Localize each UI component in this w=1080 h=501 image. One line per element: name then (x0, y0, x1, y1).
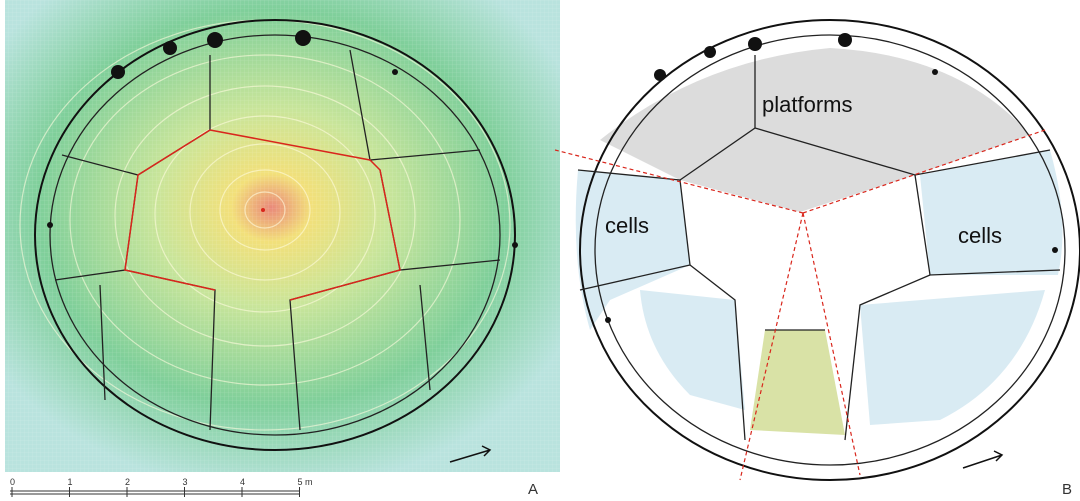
grid-texture (5, 0, 560, 472)
region-label: platforms (762, 92, 852, 117)
cells-right-lower (860, 290, 1045, 425)
scale-label: 3 (183, 477, 188, 487)
cells-left-lower (640, 290, 745, 410)
panel-a: 0 1 2 3 4 5 m A (5, 0, 560, 498)
scale-label: 5 m (298, 477, 313, 487)
panel-b: platforms cells cells B (555, 20, 1080, 498)
scale-label: 2 (125, 477, 130, 487)
scale-label: 1 (68, 477, 73, 487)
region-label: cells (605, 213, 649, 238)
scale-label: 4 (240, 477, 245, 487)
figure: 0 1 2 3 4 5 m A platforms cells cells B (0, 0, 1080, 501)
center-point (261, 208, 265, 212)
panel-label: B (1062, 481, 1072, 498)
scale-bar (10, 491, 300, 494)
north-arrow-b (963, 451, 1002, 468)
cells-right (920, 150, 1063, 275)
central-cell (750, 330, 845, 435)
region-label: cells (958, 223, 1002, 248)
scale-label: 0 (10, 477, 15, 487)
panel-label: A (528, 481, 538, 498)
